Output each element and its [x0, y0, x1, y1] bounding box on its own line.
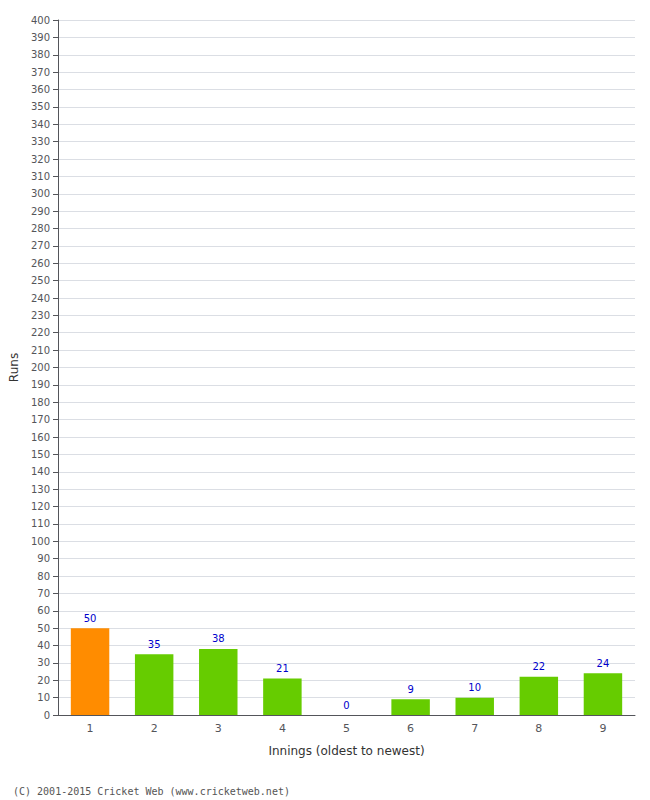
svg-text:6: 6 — [407, 722, 414, 735]
svg-text:35: 35 — [148, 639, 161, 650]
svg-text:320: 320 — [31, 154, 50, 165]
svg-text:240: 240 — [31, 293, 50, 304]
svg-text:24: 24 — [597, 658, 610, 669]
svg-text:20: 20 — [37, 675, 50, 686]
svg-text:4: 4 — [279, 722, 286, 735]
svg-text:130: 130 — [31, 484, 50, 495]
svg-text:370: 370 — [31, 67, 50, 78]
svg-text:60: 60 — [37, 605, 50, 616]
svg-text:350: 350 — [31, 101, 50, 112]
svg-text:120: 120 — [31, 501, 50, 512]
svg-text:5: 5 — [343, 722, 350, 735]
svg-text:170: 170 — [31, 414, 50, 425]
svg-text:80: 80 — [37, 571, 50, 582]
svg-text:70: 70 — [37, 588, 50, 599]
svg-text:90: 90 — [37, 553, 50, 564]
svg-text:10: 10 — [468, 682, 481, 693]
svg-text:400: 400 — [31, 15, 50, 26]
svg-text:270: 270 — [31, 240, 50, 251]
svg-text:38: 38 — [212, 633, 225, 644]
svg-text:260: 260 — [31, 258, 50, 269]
svg-text:Innings (oldest to newest): Innings (oldest to newest) — [268, 744, 424, 758]
svg-text:250: 250 — [31, 275, 50, 286]
svg-text:(C) 2001-2015 Cricket Web (www: (C) 2001-2015 Cricket Web (www.cricketwe… — [13, 786, 290, 797]
svg-text:300: 300 — [31, 188, 50, 199]
svg-text:330: 330 — [31, 136, 50, 147]
svg-text:190: 190 — [31, 379, 50, 390]
svg-text:22: 22 — [532, 661, 545, 672]
svg-text:290: 290 — [31, 206, 50, 217]
svg-text:230: 230 — [31, 310, 50, 321]
svg-text:30: 30 — [37, 657, 50, 668]
svg-text:360: 360 — [31, 84, 50, 95]
svg-text:2: 2 — [151, 722, 158, 735]
svg-text:40: 40 — [37, 640, 50, 651]
svg-text:150: 150 — [31, 449, 50, 460]
svg-text:50: 50 — [37, 623, 50, 634]
svg-text:110: 110 — [31, 518, 50, 529]
svg-text:340: 340 — [31, 119, 50, 130]
svg-text:21: 21 — [276, 663, 289, 674]
svg-text:Runs: Runs — [7, 353, 21, 382]
svg-text:0: 0 — [44, 710, 50, 721]
svg-text:100: 100 — [31, 536, 50, 547]
svg-text:3: 3 — [215, 722, 222, 735]
svg-text:140: 140 — [31, 466, 50, 477]
svg-text:390: 390 — [31, 32, 50, 43]
svg-text:9: 9 — [599, 722, 606, 735]
svg-text:160: 160 — [31, 432, 50, 443]
svg-text:220: 220 — [31, 327, 50, 338]
svg-text:200: 200 — [31, 362, 50, 373]
svg-text:380: 380 — [31, 49, 50, 60]
svg-text:8: 8 — [535, 722, 542, 735]
svg-text:50: 50 — [84, 613, 97, 624]
svg-text:280: 280 — [31, 223, 50, 234]
svg-text:0: 0 — [343, 700, 349, 711]
svg-text:210: 210 — [31, 345, 50, 356]
svg-text:180: 180 — [31, 397, 50, 408]
svg-text:7: 7 — [471, 722, 478, 735]
svg-text:9: 9 — [407, 684, 413, 695]
svg-text:10: 10 — [37, 692, 50, 703]
svg-text:310: 310 — [31, 171, 50, 182]
svg-text:1: 1 — [87, 722, 94, 735]
